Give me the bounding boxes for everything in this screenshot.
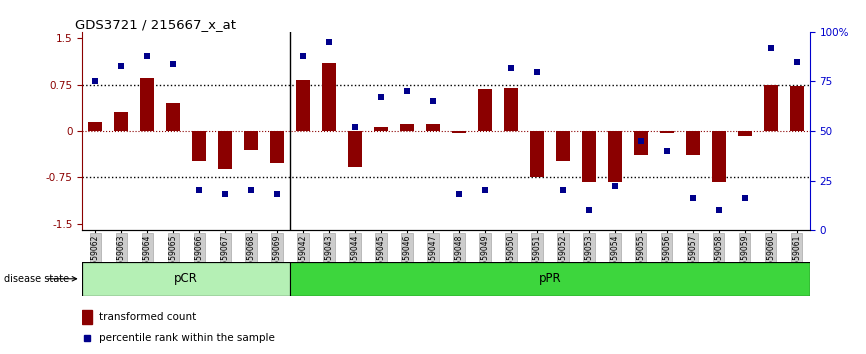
Bar xyxy=(218,131,232,170)
Bar xyxy=(686,131,700,154)
Bar xyxy=(660,131,674,133)
Bar xyxy=(140,78,154,131)
Bar xyxy=(374,127,388,131)
Bar xyxy=(504,88,518,131)
Text: percentile rank within the sample: percentile rank within the sample xyxy=(99,333,275,343)
Bar xyxy=(478,89,492,131)
Bar xyxy=(634,131,648,154)
Bar xyxy=(296,80,310,131)
Bar xyxy=(608,131,622,182)
Bar xyxy=(290,262,810,296)
Bar xyxy=(452,131,466,133)
Bar xyxy=(192,131,206,161)
Bar xyxy=(790,86,804,131)
Bar xyxy=(270,131,284,163)
Bar xyxy=(556,131,570,161)
Bar xyxy=(426,124,440,131)
Bar xyxy=(88,122,102,131)
Text: transformed count: transformed count xyxy=(99,312,196,322)
Bar xyxy=(400,124,414,131)
Bar xyxy=(712,131,726,182)
Text: disease state: disease state xyxy=(4,274,69,284)
Text: pPR: pPR xyxy=(539,272,561,285)
Bar xyxy=(764,85,778,131)
Bar xyxy=(114,113,128,131)
Bar xyxy=(244,131,258,150)
Text: GDS3721 / 215667_x_at: GDS3721 / 215667_x_at xyxy=(75,18,236,31)
Bar xyxy=(738,131,752,136)
Bar xyxy=(82,262,290,296)
Bar xyxy=(582,131,596,182)
Bar xyxy=(82,310,92,325)
Bar xyxy=(530,131,544,177)
Bar xyxy=(348,131,362,167)
Bar xyxy=(166,103,180,131)
Text: pCR: pCR xyxy=(174,272,198,285)
Bar xyxy=(322,63,336,131)
